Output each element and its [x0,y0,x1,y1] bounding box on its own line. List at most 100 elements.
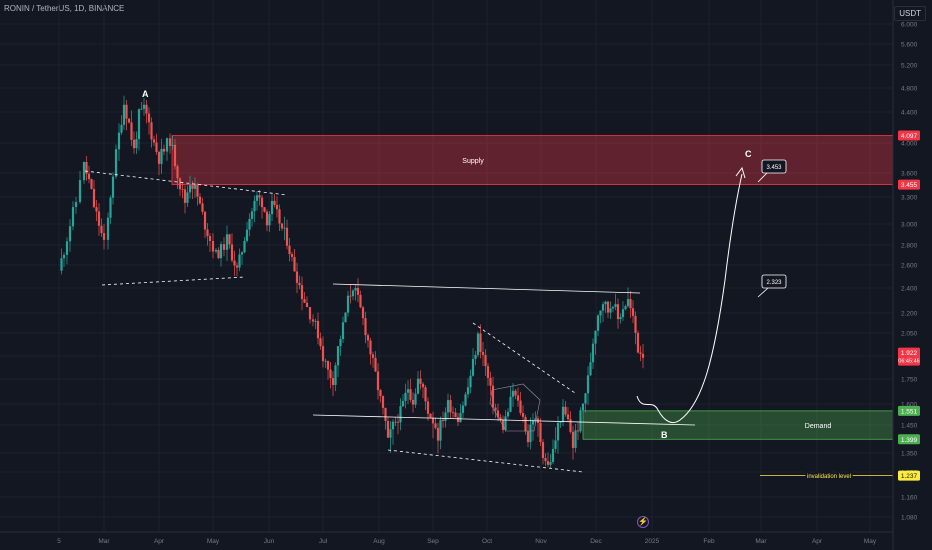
wave-label-b: B [661,430,668,440]
candle [434,417,437,430]
candle [596,314,600,337]
price-tick-label: 5.600 [901,42,918,49]
candle [245,221,249,243]
currency-button[interactable]: USDT [894,6,926,21]
demand-zone[interactable] [582,410,894,440]
candle [278,204,281,232]
time-tick-label: Sep [427,538,439,545]
candle [260,194,264,219]
candle [193,177,197,198]
candle [604,300,607,313]
candle [298,275,301,290]
candle [78,170,82,204]
candle [140,102,143,111]
time-tick-label: Jul [319,538,328,545]
candle [516,387,520,407]
candle [374,351,377,373]
time-tick-label: May [207,538,220,545]
candle [609,301,612,319]
candle [421,382,425,398]
target-callout-2[interactable]: 2.323 [757,274,787,298]
candle [366,333,370,348]
candle [504,409,507,432]
candle [371,351,375,368]
price-badge-label: 3.455 [901,182,918,189]
lightning-icon[interactable]: ⚡ [637,516,649,528]
projection-arrowhead [735,166,746,179]
candle [157,150,161,176]
candle [308,306,312,324]
candle [198,193,202,205]
candle [130,110,133,146]
candle [178,177,182,196]
candle [536,415,540,437]
candle [409,378,412,403]
candle [100,218,103,237]
candle [265,209,269,232]
candle [222,237,226,257]
candle [137,108,141,151]
candle [381,395,385,415]
candle [165,137,169,161]
candle [324,358,327,368]
candle [319,332,322,350]
symbol-title: RONIN / TetherUS, 1D, BINANCE [4,4,125,13]
candle [466,378,470,398]
candle [414,388,417,408]
candle [441,411,445,428]
time-tick-label: Aug [373,538,385,545]
triangle-lower-trendline[interactable] [101,276,246,286]
range-lower-line[interactable] [312,414,696,426]
candle [406,380,410,404]
candle [160,138,163,174]
candle [201,197,204,215]
candle [127,118,131,124]
triangle-upper-trendline[interactable] [84,170,288,196]
candle [336,346,340,377]
price-tick-label: 2.200 [901,311,918,318]
candle [529,417,532,450]
time-tick-label: Apr [812,538,823,545]
candle [203,210,207,239]
candle [145,100,148,124]
candle [238,248,241,272]
price-badge-label: 1.399 [901,437,918,444]
candle [486,363,490,386]
wedge-lower-trendline[interactable] [387,449,584,473]
price-badge-label: 4.097 [901,133,918,140]
candle [68,219,72,252]
projection-path[interactable] [636,173,743,424]
candle [344,311,347,323]
time-tick-label: Oct [482,538,492,545]
candle [288,237,291,262]
candle [240,251,244,265]
time-tick-label: Mar [755,538,767,545]
price-tick-label: 1.600 [901,402,918,409]
price-tick-label: 3.000 [901,222,918,229]
candle [566,407,570,423]
candle [556,416,560,454]
candle [364,311,367,344]
candle [589,352,592,376]
candle [514,389,517,400]
candle [109,195,112,224]
candle [554,427,557,453]
candle [606,300,610,319]
grid-lines [0,0,893,532]
price-tick-label: 1.160 [901,495,918,502]
candle [549,454,552,469]
time-axis[interactable]: 5 Mar Apr May Jun Jul Aug Sep Oct Nov Dec 2025 Feb Ma… [57,538,877,545]
wedge-upper-trendline[interactable] [472,322,576,394]
range-upper-line[interactable] [332,283,641,294]
candle [62,252,66,267]
candle [616,298,620,329]
pattern-box[interactable] [489,383,541,432]
candle [584,392,587,413]
time-tick-label: May [864,538,877,545]
price-tick-label: 2.400 [901,286,918,293]
candle [95,200,98,222]
candle [641,344,645,369]
target-callout-1[interactable]: 3.453 [757,159,787,183]
candle [147,107,151,135]
